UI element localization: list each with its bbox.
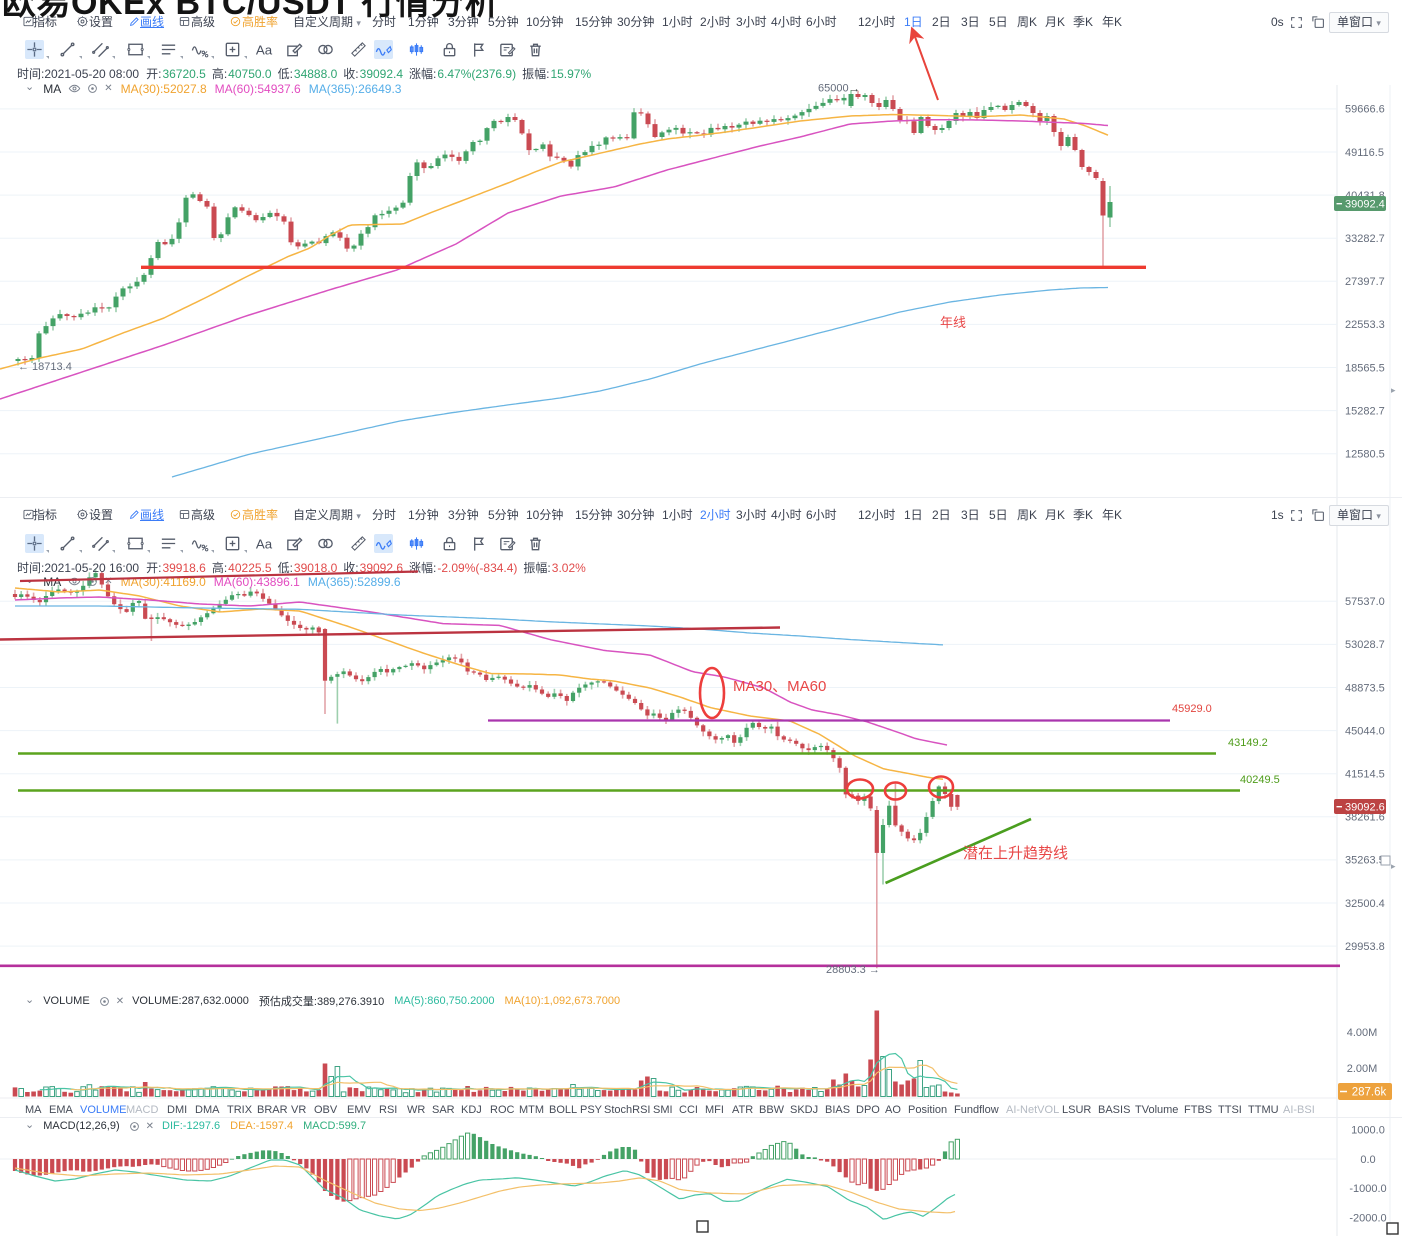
svg-text:2.00M: 2.00M xyxy=(1347,1063,1378,1075)
svg-text:27397.7: 27397.7 xyxy=(1345,276,1385,288)
svg-text:-2000.0: -2000.0 xyxy=(1349,1213,1386,1225)
svg-text:28803.3 →: 28803.3 → xyxy=(826,964,880,976)
svg-text:33282.7: 33282.7 xyxy=(1345,233,1385,245)
svg-text:43149.2: 43149.2 xyxy=(1228,737,1268,749)
svg-text:41514.5: 41514.5 xyxy=(1345,769,1385,781)
svg-text:0.0: 0.0 xyxy=(1360,1154,1375,1166)
svg-text:→: → xyxy=(849,83,860,95)
svg-text:53028.7: 53028.7 xyxy=(1345,639,1385,651)
svg-text:Aa: Aa xyxy=(256,536,273,551)
svg-text:-1000.0: -1000.0 xyxy=(1349,1183,1386,1195)
svg-text:45929.0: 45929.0 xyxy=(1172,703,1212,715)
svg-text:48873.5: 48873.5 xyxy=(1345,682,1385,694)
svg-text:38261.6: 38261.6 xyxy=(1345,812,1385,824)
svg-text:57537.0: 57537.0 xyxy=(1345,596,1385,608)
svg-text:▸: ▸ xyxy=(1391,385,1396,395)
svg-text:潜在上升趋势线: 潜在上升趋势线 xyxy=(963,845,1068,862)
svg-text:年线: 年线 xyxy=(940,315,966,330)
svg-text:1000.0: 1000.0 xyxy=(1351,1124,1385,1136)
svg-text:49116.5: 49116.5 xyxy=(1345,147,1384,159)
svg-text:MA30、MA60: MA30、MA60 xyxy=(733,678,826,695)
svg-text:65000: 65000 xyxy=(818,83,849,95)
svg-text:40249.5: 40249.5 xyxy=(1240,774,1280,786)
svg-text:4.00M: 4.00M xyxy=(1347,1027,1378,1039)
svg-text:39092.6: 39092.6 xyxy=(1345,802,1385,814)
svg-text:59666.6: 59666.6 xyxy=(1345,104,1385,116)
svg-text:29953.8: 29953.8 xyxy=(1345,941,1385,953)
svg-text:15282.7: 15282.7 xyxy=(1345,405,1385,417)
svg-text:287.6k: 287.6k xyxy=(1352,1087,1387,1099)
svg-text:45044.0: 45044.0 xyxy=(1345,725,1385,737)
svg-text:▸: ▸ xyxy=(1391,861,1396,871)
svg-text:← 18713.4: ← 18713.4 xyxy=(18,361,72,373)
svg-text:39092.4: 39092.4 xyxy=(1345,199,1385,211)
svg-text:12580.5: 12580.5 xyxy=(1345,449,1385,461)
svg-text:22553.3: 22553.3 xyxy=(1345,319,1385,331)
svg-text:18565.5: 18565.5 xyxy=(1345,362,1385,374)
svg-text:Aa: Aa xyxy=(256,42,273,57)
svg-text:32500.4: 32500.4 xyxy=(1345,898,1385,910)
svg-text:35263.5: 35263.5 xyxy=(1345,855,1385,867)
